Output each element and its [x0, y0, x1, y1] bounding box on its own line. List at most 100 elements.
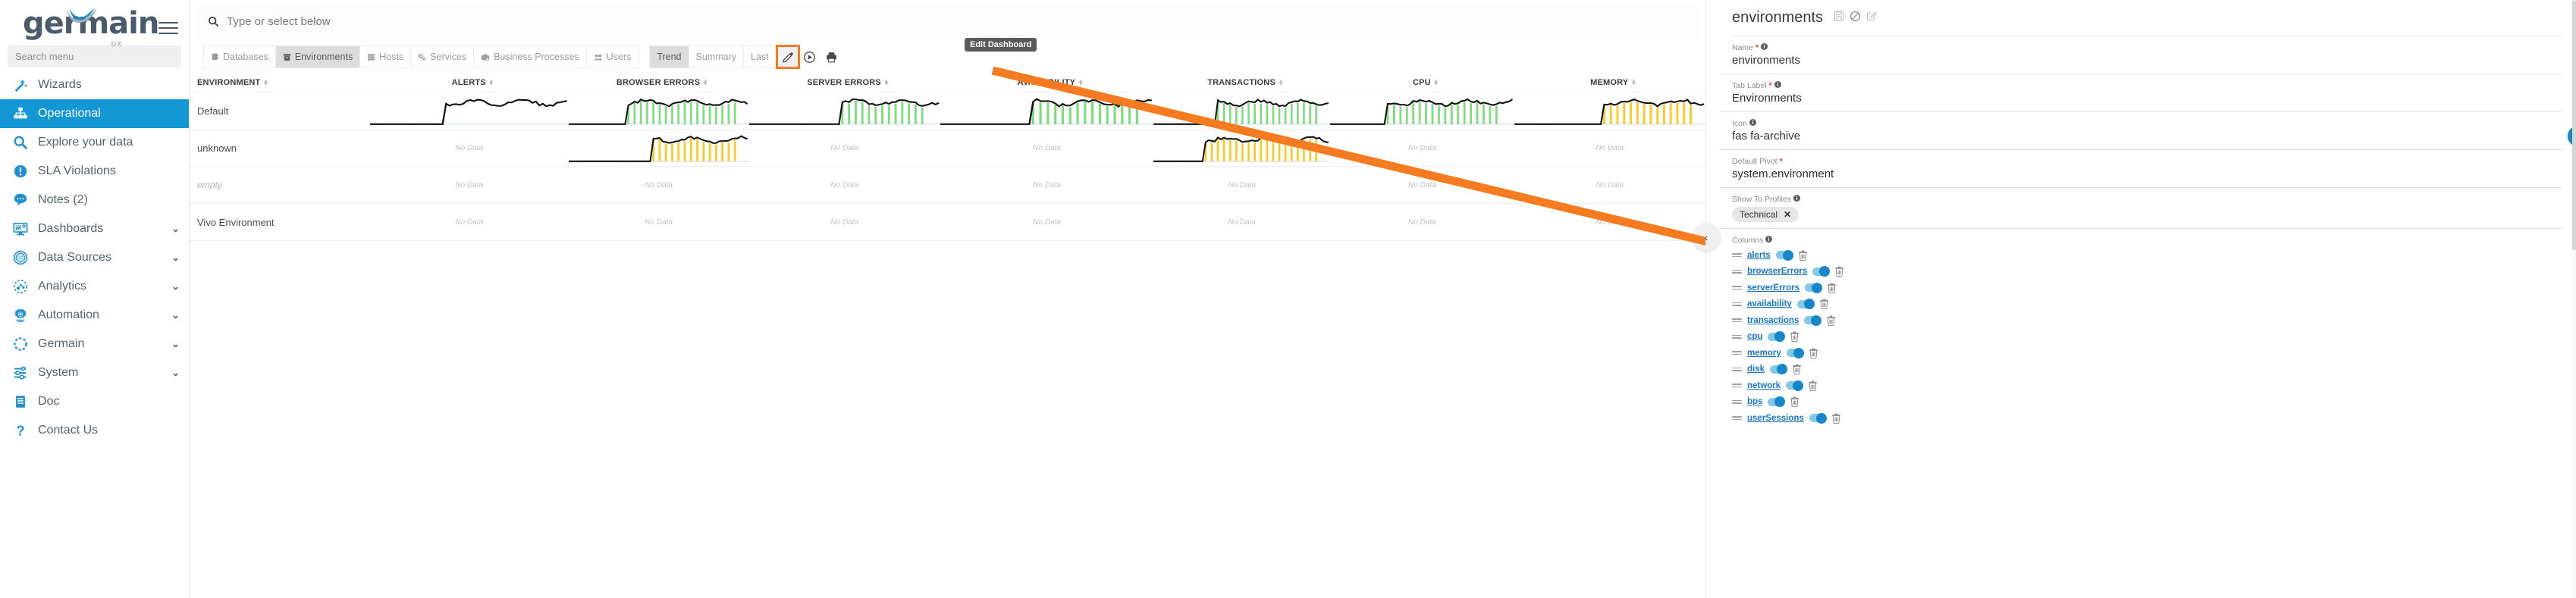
- chevron-down-icon[interactable]: ⌄: [171, 367, 180, 378]
- tab-databases[interactable]: Databases: [203, 45, 275, 68]
- drag-handle-icon[interactable]: [1732, 384, 1742, 388]
- delete-column-icon[interactable]: [1819, 299, 1829, 310]
- delete-column-icon[interactable]: [1808, 380, 1818, 391]
- metric-cell[interactable]: [369, 92, 569, 130]
- column-item-label[interactable]: userSessions: [1747, 413, 1804, 423]
- delete-column-icon[interactable]: [1792, 364, 1802, 375]
- column-toggle[interactable]: [1809, 412, 1827, 424]
- column-item[interactable]: cpu: [1732, 329, 2562, 346]
- drag-handle-icon[interactable]: [1732, 367, 1742, 371]
- sidebar-item-contact-us[interactable]: ? Contact Us: [0, 416, 189, 445]
- metric-cell[interactable]: [748, 92, 940, 130]
- column-item[interactable]: alerts: [1732, 247, 2562, 264]
- delete-column-icon[interactable]: [1831, 413, 1841, 424]
- drag-handle-icon[interactable]: [1732, 399, 1742, 404]
- sidebar-item-explore-your-data[interactable]: Explore your data: [0, 128, 189, 157]
- drag-handle-icon[interactable]: [1732, 269, 1742, 274]
- sidebar-item-data-sources[interactable]: Data Sources ⌄: [0, 243, 189, 272]
- column-header-availability[interactable]: AVAILABILITY ▲ ▼: [940, 77, 1153, 87]
- view-tab-trend[interactable]: Trend: [649, 45, 689, 68]
- column-header-browser-errors[interactable]: BROWSER ERRORS ▲ ▼: [569, 77, 749, 87]
- print-button[interactable]: [822, 47, 842, 67]
- column-toggle[interactable]: [1812, 266, 1831, 277]
- default-pivot-field[interactable]: Default Pivot * system.environment: [1720, 150, 2562, 188]
- column-header-server-errors[interactable]: SERVER ERRORS ▲ ▼: [749, 77, 940, 87]
- metric-cell[interactable]: [1514, 92, 1705, 130]
- sidebar-item-operational[interactable]: Operational: [0, 99, 189, 128]
- column-item-label[interactable]: network: [1747, 380, 1781, 390]
- tab-label-field[interactable]: Tab Label * Environments: [1720, 74, 2562, 112]
- column-item-label[interactable]: availability: [1747, 299, 1792, 309]
- info-icon[interactable]: [1793, 195, 1801, 204]
- sort-icon[interactable]: ▲ ▼: [883, 77, 890, 87]
- metric-cell[interactable]: [568, 92, 749, 130]
- column-header-cpu[interactable]: CPU ▲ ▼: [1330, 77, 1514, 87]
- field-value[interactable]: fas fa-archive: [1732, 130, 1801, 142]
- column-header-transactions[interactable]: TRANSACTIONS ▲ ▼: [1153, 77, 1330, 87]
- sort-icon[interactable]: ▲ ▼: [1432, 77, 1439, 87]
- column-item[interactable]: serverErrors: [1732, 280, 2562, 296]
- info-icon[interactable]: [1749, 119, 1756, 128]
- sort-icon[interactable]: ▲ ▼: [1630, 77, 1637, 87]
- chevron-down-icon[interactable]: ⌄: [171, 338, 180, 349]
- column-item[interactable]: transactions: [1732, 312, 2562, 329]
- logo[interactable]: germain ux: [11, 8, 159, 49]
- delete-column-icon[interactable]: [1790, 331, 1799, 343]
- field-value[interactable]: system.environment: [1732, 168, 1834, 180]
- field-value[interactable]: environments: [1732, 54, 1801, 67]
- delete-column-icon[interactable]: [1790, 396, 1799, 408]
- tab-services[interactable]: Services: [410, 45, 474, 68]
- table-row[interactable]: Vivo Environment No Data No Data No Data No …: [190, 204, 1705, 241]
- field-value[interactable]: Environments: [1732, 92, 1802, 105]
- table-row[interactable]: empty No Data No Data No Data No Data No Data…: [190, 167, 1705, 204]
- sidebar-item-germain[interactable]: Germain ⌄: [0, 330, 189, 358]
- icon-field[interactable]: Icon fas fa-archive: [1720, 112, 2562, 150]
- name-field[interactable]: Name * environments: [1720, 36, 2562, 74]
- cancel-icon[interactable]: [1850, 11, 1861, 26]
- chevron-down-icon[interactable]: ⌄: [171, 309, 180, 321]
- sidebar-item-analytics[interactable]: Analytics ⌄: [0, 272, 189, 301]
- column-toggle[interactable]: [1804, 315, 1822, 326]
- remove-chip-icon[interactable]: ✕: [1784, 209, 1792, 220]
- delete-column-icon[interactable]: [1827, 283, 1837, 293]
- column-item-label[interactable]: cpu: [1747, 332, 1763, 342]
- column-toggle[interactable]: [1786, 380, 1804, 391]
- column-item-label[interactable]: transactions: [1747, 315, 1799, 325]
- column-item[interactable]: disk: [1732, 362, 2562, 378]
- column-item[interactable]: bps: [1732, 394, 2562, 411]
- edit-icon[interactable]: [1866, 11, 1877, 25]
- drag-handle-icon[interactable]: [1732, 334, 1742, 339]
- delete-column-icon[interactable]: [1826, 315, 1836, 326]
- column-toggle[interactable]: [1775, 249, 1793, 261]
- sort-icon[interactable]: ▲ ▼: [702, 77, 709, 87]
- sort-icon[interactable]: ▲ ▼: [262, 77, 269, 87]
- table-row[interactable]: unknown No Data No Data No Data No Data No …: [190, 130, 1705, 167]
- global-search[interactable]: Type or select below: [197, 7, 1698, 36]
- info-icon[interactable]: [1774, 81, 1781, 90]
- info-icon[interactable]: [1761, 43, 1768, 52]
- edit-dashboard-button[interactable]: [775, 45, 800, 69]
- sidebar-item-notes-2[interactable]: Notes (2): [0, 186, 189, 214]
- column-header-alerts[interactable]: ALERTS ▲ ▼: [370, 77, 569, 87]
- tab-business-processes[interactable]: Business Processes: [473, 45, 586, 68]
- sort-icon[interactable]: ▲ ▼: [1078, 77, 1084, 87]
- sidebar-item-doc[interactable]: Doc: [0, 387, 189, 416]
- tab-environments[interactable]: Environments: [275, 45, 360, 68]
- column-item[interactable]: availability: [1732, 296, 2562, 313]
- drag-handle-icon[interactable]: [1732, 416, 1742, 421]
- delete-column-icon[interactable]: [1798, 250, 1808, 261]
- save-icon[interactable]: [1834, 11, 1844, 25]
- chevron-down-icon[interactable]: ⌄: [171, 252, 180, 263]
- tab-users[interactable]: Users: [585, 45, 639, 68]
- column-item-label[interactable]: memory: [1747, 348, 1781, 358]
- column-item-label[interactable]: browserErrors: [1747, 267, 1808, 277]
- column-item-label[interactable]: serverErrors: [1747, 283, 1800, 293]
- play-button[interactable]: [800, 47, 820, 67]
- sidebar-item-system[interactable]: System ⌄: [0, 358, 189, 387]
- hamburger-menu-icon[interactable]: [158, 18, 178, 38]
- column-toggle[interactable]: [1770, 364, 1788, 375]
- delete-column-icon[interactable]: [1834, 266, 1844, 277]
- info-icon[interactable]: [1765, 236, 1773, 245]
- profile-chip[interactable]: Technical ✕: [1732, 207, 1799, 222]
- drag-handle-icon[interactable]: [1732, 253, 1742, 258]
